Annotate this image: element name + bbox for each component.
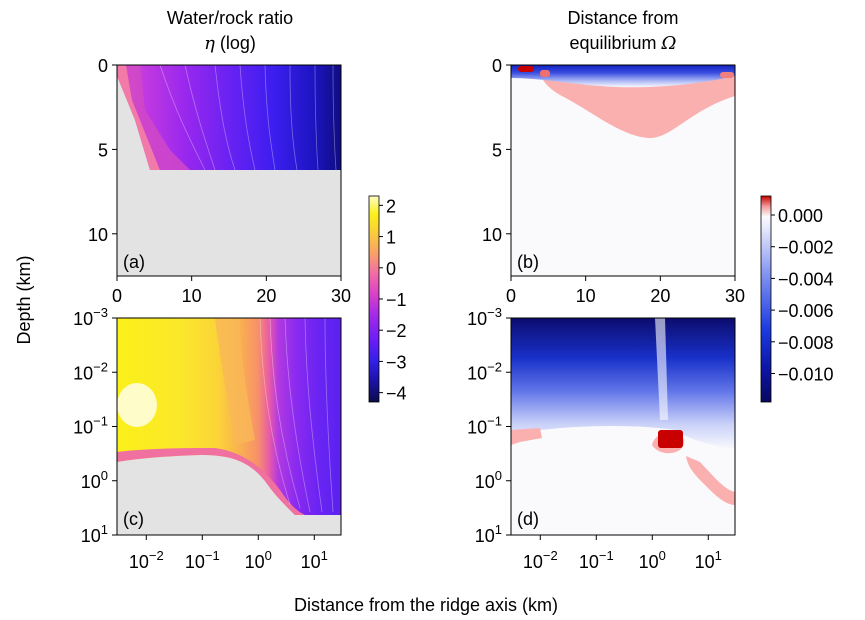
x-tick-label: 0 <box>506 286 516 306</box>
eta-colorbar-ticks: 2 1 0 −1 −2 −3 −4 <box>379 196 407 404</box>
x-tick-label: 10−2 <box>523 548 558 572</box>
x-tick-label: 101 <box>695 548 722 572</box>
y-axis-label: Depth (km) <box>14 255 34 344</box>
panel-b-frame <box>510 64 736 277</box>
panel-b-red-spot-2 <box>540 70 550 77</box>
y-tick-label: 10−1 <box>467 414 502 438</box>
colorbar-tick-label: 2 <box>386 196 396 216</box>
colorbar-tick-label: −3 <box>386 352 407 372</box>
x-tick-label: 100 <box>639 548 666 572</box>
panel-a <box>117 65 341 276</box>
panel-d-vertical-plume <box>655 318 668 420</box>
colorbar-tick-label: −0.010 <box>778 364 834 384</box>
panel-a-pink-wedge <box>117 65 160 170</box>
panel-b-red-spot-3 <box>720 72 734 78</box>
y-tick-label: 10 <box>88 225 108 245</box>
y-tick-label: 10−3 <box>73 305 108 329</box>
x-tick-label: 30 <box>331 286 351 306</box>
panel-b-ticks: 0 10 20 30 0 5 10 <box>482 56 745 306</box>
panel-c-orange-band <box>215 318 255 445</box>
y-tick-label: 100 <box>475 468 502 492</box>
title-right-line1: Distance from <box>567 8 678 28</box>
panel-c-label: (c) <box>123 509 144 529</box>
y-tick-label: 101 <box>475 522 502 546</box>
panel-c-field <box>117 318 341 515</box>
x-tick-label: 10−1 <box>579 548 614 572</box>
title-left-line2-text: (log) <box>215 33 256 53</box>
panel-c-contours <box>259 318 334 513</box>
y-tick-label: 10−2 <box>73 359 108 383</box>
title-right-line2: equilibrium Ω <box>570 33 677 54</box>
x-tick-label: 101 <box>301 548 328 572</box>
panel-c-pink-boundary <box>117 448 305 515</box>
eta-colorbar <box>368 195 380 403</box>
y-tick-label: 101 <box>81 522 108 546</box>
panel-b-label: (b) <box>517 252 539 272</box>
eta-symbol: η <box>204 33 215 54</box>
colorbar-tick-label: 1 <box>386 228 396 248</box>
x-tick-label: 0 <box>112 286 122 306</box>
colorbar-tick-label: −0.006 <box>778 301 834 321</box>
x-tick-label: 20 <box>256 286 276 306</box>
panel-b <box>511 65 735 276</box>
y-tick-label: 10 <box>482 225 502 245</box>
omega-colorbar <box>760 195 772 403</box>
panel-d-ticks: 10−2 10−1 100 101 10−3 10−2 10−1 100 101 <box>467 305 722 572</box>
colorbar-tick-label: 0 <box>386 259 396 279</box>
panel-a-label: (a) <box>123 252 145 272</box>
y-tick-label: 5 <box>492 140 502 160</box>
y-tick-label: 10−3 <box>467 305 502 329</box>
x-tick-label: 30 <box>725 286 745 306</box>
panel-d-pink-left <box>511 428 542 445</box>
panel-b-red-spot <box>518 66 534 72</box>
panel-b-blue-band <box>511 65 735 88</box>
title-left-line1: Water/rock ratio <box>167 8 293 28</box>
colorbar-tick-label: −0.002 <box>778 238 834 258</box>
x-tick-label: 10−2 <box>129 548 164 572</box>
y-tick-label: 100 <box>81 468 108 492</box>
y-tick-label: 10−1 <box>73 414 108 438</box>
colorbar-tick-label: −1 <box>386 290 407 310</box>
panel-d-label: (d) <box>517 509 539 529</box>
panel-d-pink-right <box>686 456 735 505</box>
omega-symbol: Ω <box>661 33 677 54</box>
panel-d-blue-field <box>511 318 735 450</box>
panel-c-bright-core <box>117 383 157 427</box>
colorbar-tick-label: −2 <box>386 321 407 341</box>
x-tick-label: 10 <box>576 286 596 306</box>
colorbar-tick-label: −4 <box>386 384 407 404</box>
panel-c-ticks: 10−2 10−1 100 101 10−3 10−2 10−1 100 101 <box>73 305 328 572</box>
panel-d <box>511 318 735 535</box>
title-right-line2-text: equilibrium <box>570 33 662 53</box>
panel-a-magenta-band <box>126 65 190 170</box>
panel-a-field <box>117 65 341 170</box>
x-tick-label: 10 <box>182 286 202 306</box>
panel-a-frame <box>116 64 342 277</box>
panel-a-ticks: 0 10 20 30 0 5 10 <box>88 56 351 306</box>
x-tick-label: 10−1 <box>185 548 220 572</box>
panel-c <box>117 318 341 535</box>
colorbar-tick-label: −0.004 <box>778 269 834 289</box>
y-tick-label: 10−2 <box>467 359 502 383</box>
panel-d-red-patch <box>658 430 683 448</box>
title-left-line2: η (log) <box>204 33 256 54</box>
colorbar-tick-label: 0.000 <box>778 206 823 226</box>
y-tick-label: 0 <box>492 56 502 76</box>
omega-colorbar-ticks: 0.000 −0.002 −0.004 −0.006 −0.008 −0.010 <box>771 206 834 384</box>
colorbar-tick-label: −0.008 <box>778 333 834 353</box>
x-tick-label: 100 <box>245 548 272 572</box>
y-tick-label: 0 <box>98 56 108 76</box>
panel-b-pink-lobe <box>540 74 735 139</box>
x-axis-label: Distance from the ridge axis (km) <box>294 595 558 615</box>
x-tick-label: 20 <box>650 286 670 306</box>
panel-a-contours <box>159 65 337 171</box>
y-tick-label: 5 <box>98 140 108 160</box>
